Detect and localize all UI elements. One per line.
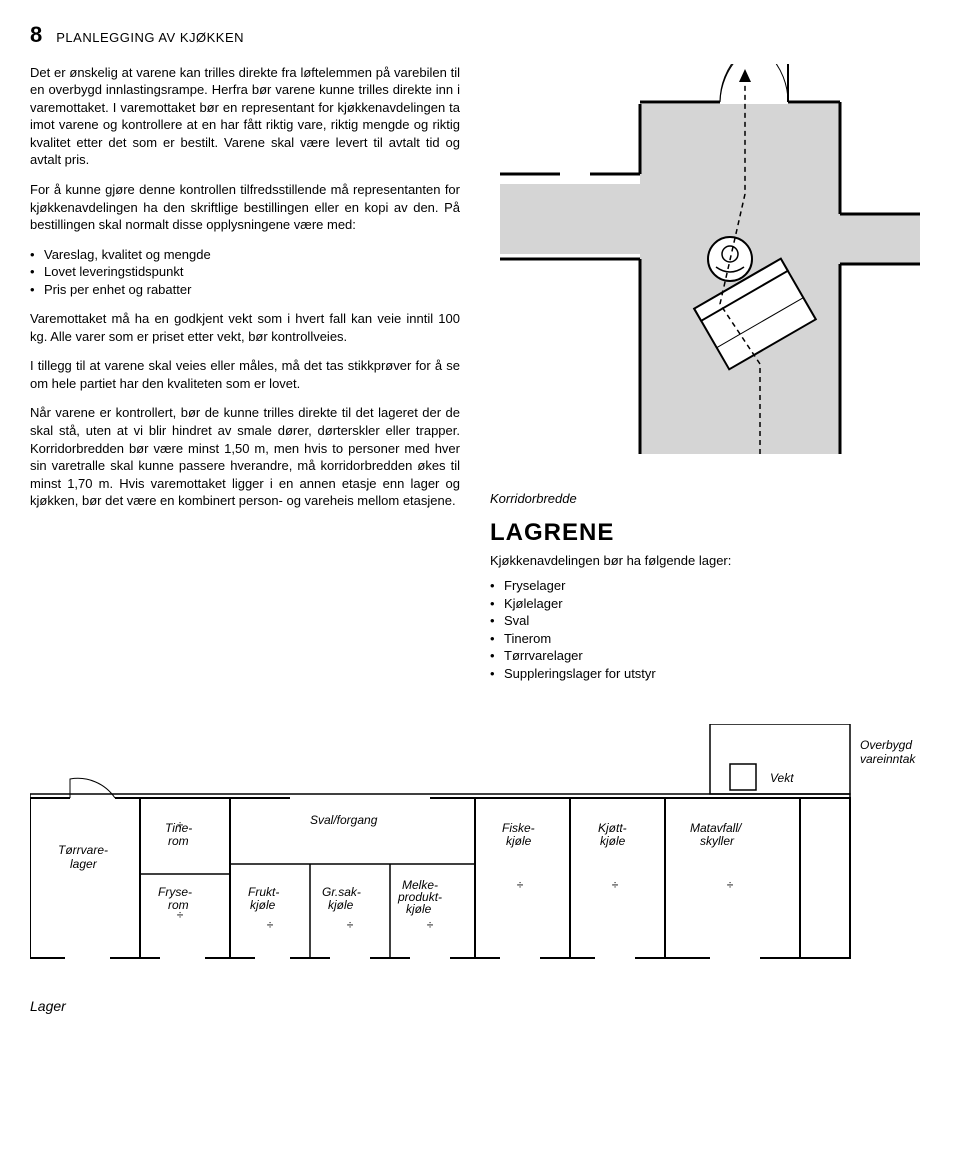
svg-text:÷: ÷	[427, 918, 434, 932]
label-melke: Melke-produkt-kjøle	[397, 878, 442, 916]
label-matavfall: Matavfall/skyller	[690, 821, 743, 848]
left-column: Det er ønskelig at varene kan trilles di…	[30, 64, 460, 695]
label-kjott: Kjøtt-kjøle	[598, 821, 627, 848]
corridor-diagram	[490, 64, 930, 474]
corridor-svg	[490, 64, 930, 474]
label-torrvare: Tørrvare-lager	[58, 843, 108, 871]
label-sval: Sval/forgang	[310, 813, 378, 827]
svg-text:÷: ÷	[727, 878, 734, 892]
paragraph-2: For å kunne gjøre denne kontrollen tilfr…	[30, 181, 460, 234]
label-grsak: Gr.sak-kjøle	[322, 885, 361, 912]
svg-text:÷: ÷	[517, 878, 524, 892]
page-number: 8	[30, 20, 42, 50]
paragraph-5: Når varene er kontrollert, bør de kunne …	[30, 404, 460, 509]
section-title: LAGRENE	[490, 517, 930, 549]
page-header: 8 PLANLEGGING AV KJØKKEN	[30, 20, 930, 50]
list-item: Sval	[490, 612, 930, 630]
paragraph-4: I tillegg til at varene skal veies eller…	[30, 357, 460, 392]
label-fryserom: Fryse-rom	[158, 885, 192, 912]
floorplan-svg: ÷ ÷ ÷ ÷ ÷ ÷ ÷ ÷ Overbygdvareinntak Vekt …	[30, 724, 930, 974]
svg-text:÷: ÷	[267, 918, 274, 932]
diagram-caption: Korridorbredde	[490, 490, 930, 508]
svg-text:÷: ÷	[612, 878, 619, 892]
list-item: Suppleringslager for utstyr	[490, 665, 930, 683]
bottom-caption: Lager	[30, 997, 930, 1016]
floorplan-diagram: ÷ ÷ ÷ ÷ ÷ ÷ ÷ ÷ Overbygdvareinntak Vekt …	[30, 724, 930, 979]
label-tinerom: Tine-rom	[165, 821, 192, 848]
right-column: Korridorbredde LAGRENE Kjøkkenavdelingen…	[490, 64, 930, 695]
header-title: PLANLEGGING AV KJØKKEN	[56, 29, 244, 47]
label-fiske: Fiske-kjøle	[502, 821, 535, 848]
list-item: Pris per enhet og rabatter	[30, 281, 460, 299]
label-frukt: Frukt-kjøle	[248, 885, 279, 912]
label-vekt: Vekt	[770, 771, 794, 785]
list-item: Lovet leveringstidspunkt	[30, 263, 460, 281]
paragraph-1: Det er ønskelig at varene kan trilles di…	[30, 64, 460, 169]
list-item: Fryselager	[490, 577, 930, 595]
label-overbygd: Overbygdvareinntak	[860, 738, 916, 766]
list-item: Tørrvarelager	[490, 647, 930, 665]
order-info-list: Vareslag, kvalitet og mengde Lovet lever…	[30, 246, 460, 299]
main-columns: Det er ønskelig at varene kan trilles di…	[30, 64, 930, 695]
section-intro: Kjøkkenavdelingen bør ha følgende lager:	[490, 552, 930, 570]
list-item: Vareslag, kvalitet og mengde	[30, 246, 460, 264]
storage-list: Fryselager Kjølelager Sval Tinerom Tørrv…	[490, 577, 930, 682]
svg-text:÷: ÷	[347, 918, 354, 932]
paragraph-3: Varemottaket må ha en godkjent vekt som …	[30, 310, 460, 345]
list-item: Tinerom	[490, 630, 930, 648]
list-item: Kjølelager	[490, 595, 930, 613]
